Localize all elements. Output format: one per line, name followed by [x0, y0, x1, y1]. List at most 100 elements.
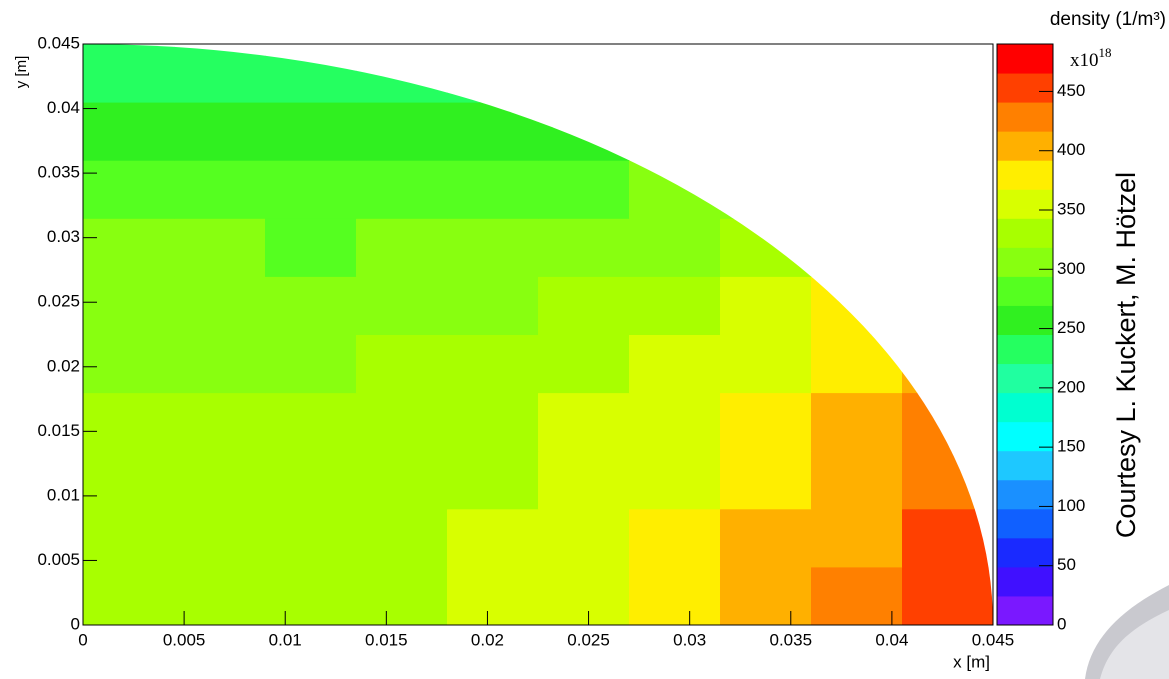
contour-cell	[83, 450, 175, 510]
colorbar-band	[997, 537, 1053, 568]
contour-field	[83, 44, 993, 625]
contour-cell	[174, 450, 266, 510]
contour-cell	[629, 218, 721, 277]
colorbar-tick-label: 50	[1057, 555, 1076, 574]
contour-cell	[811, 566, 903, 625]
contour-cell	[629, 450, 721, 510]
colorbar-band	[997, 160, 1053, 190]
contour-cell	[356, 218, 448, 277]
y-tick-label: 0.045	[37, 33, 80, 52]
contour-cell	[447, 508, 539, 568]
contour-cell	[265, 392, 357, 452]
colorbar-band	[997, 276, 1053, 306]
contour-cell	[538, 508, 630, 568]
contour-cell	[538, 160, 630, 219]
contour-cell	[174, 102, 266, 161]
colorbar-band	[997, 73, 1053, 103]
contour-cell	[447, 450, 539, 510]
contour-cell	[356, 160, 448, 219]
contour-cell	[83, 392, 175, 452]
contour-cell	[265, 566, 357, 625]
colorbar-band	[997, 131, 1053, 161]
x-tick-label: 0.035	[770, 630, 813, 649]
y-tick-label: 0.01	[47, 485, 80, 504]
contour-cell	[174, 566, 266, 625]
colorbar-tick-label: 250	[1057, 318, 1085, 337]
contour-cell	[265, 450, 357, 510]
contour-cell	[902, 392, 993, 452]
contour-cell	[629, 276, 721, 335]
contour-cell	[447, 566, 539, 625]
contour-cell	[538, 218, 630, 277]
y-tick-label: 0.025	[37, 292, 80, 311]
y-tick-label: 0.015	[37, 421, 80, 440]
y-tick-label: 0.04	[47, 98, 80, 117]
contour-cell	[356, 508, 448, 568]
contour-cell	[265, 160, 357, 219]
contour-cell	[447, 44, 539, 103]
contour-cell	[174, 44, 266, 103]
y-tick-label: 0.03	[47, 227, 80, 246]
colorbar-multiplier: x1018	[1070, 45, 1112, 71]
x-tick-label: 0.01	[269, 630, 302, 649]
contour-cell	[902, 450, 993, 510]
colorbar-band	[997, 334, 1053, 365]
contour-cell	[720, 392, 812, 452]
colorbar-band	[997, 363, 1053, 394]
contour-cell	[902, 334, 993, 394]
colorbar-band	[997, 508, 1053, 539]
contour-cell	[811, 334, 903, 394]
contour-cell	[538, 102, 630, 161]
contour-cell	[265, 102, 357, 161]
contour-cell	[174, 392, 266, 452]
colorbar-band	[997, 189, 1053, 219]
x-axis-label: x [m]	[953, 652, 990, 671]
colorbar-title: density (1/m³)	[1050, 9, 1166, 30]
colorbar-tick-label: 300	[1057, 259, 1085, 278]
contour-cell	[629, 160, 721, 219]
contour-cell	[83, 334, 175, 394]
colorbar-band	[997, 44, 1053, 74]
contour-cell	[356, 276, 448, 335]
colorbar-band	[997, 450, 1053, 481]
y-tick-label: 0	[71, 614, 80, 633]
y-tick-label: 0.035	[37, 163, 80, 182]
contour-cell	[811, 450, 903, 510]
colorbar-band	[997, 595, 1053, 626]
contour-cell	[174, 160, 266, 219]
contour-cell	[356, 334, 448, 394]
contour-cell	[720, 276, 812, 335]
contour-cell	[83, 276, 175, 335]
contour-cell	[83, 566, 175, 625]
contour-cell	[720, 218, 812, 277]
contour-cell	[447, 392, 539, 452]
contour-cell	[720, 160, 812, 219]
y-tick-label: 0.02	[47, 356, 80, 375]
contour-cell	[629, 566, 721, 625]
contour-cell	[629, 392, 721, 452]
colorbar-band	[997, 218, 1053, 248]
contour-cell	[720, 450, 812, 510]
colorbar-band	[997, 392, 1053, 423]
contour-cell	[265, 276, 357, 335]
colorbar-tick-label: 450	[1057, 81, 1085, 100]
colorbar-tick-label: 200	[1057, 377, 1085, 396]
colorbar-band	[997, 305, 1053, 335]
contour-cell	[447, 218, 539, 277]
contour-cell	[538, 566, 630, 625]
contour-cell	[356, 566, 448, 625]
contour-cell	[83, 102, 175, 161]
contour-cell	[174, 508, 266, 568]
contour-cell	[720, 508, 812, 568]
contour-cell	[811, 508, 903, 568]
contour-cell	[356, 450, 448, 510]
x-tick-label: 0.02	[471, 630, 504, 649]
contour-cell	[538, 450, 630, 510]
contour-cell	[902, 566, 993, 625]
x-tick-label: 0.04	[875, 630, 908, 649]
contour-cell	[447, 160, 539, 219]
contour-cell	[265, 334, 357, 394]
x-tick-label: 0.025	[567, 630, 610, 649]
contour-cell	[265, 508, 357, 568]
